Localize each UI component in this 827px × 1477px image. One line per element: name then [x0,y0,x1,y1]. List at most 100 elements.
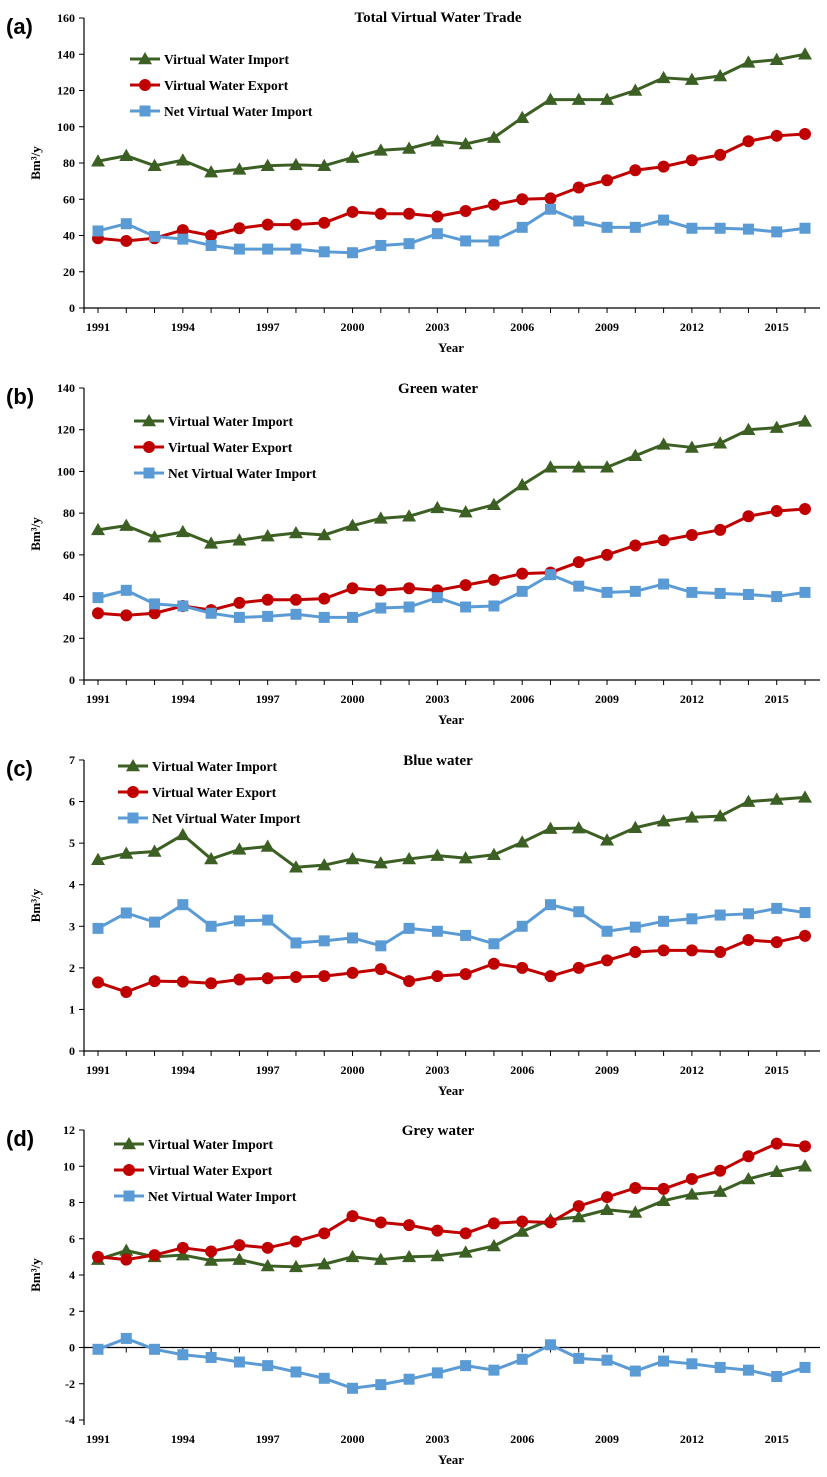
data-point [175,827,190,841]
data-point [176,224,189,237]
legend-label: Virtual Water Export [168,440,293,455]
data-point [544,569,556,581]
y-tick-label: -2 [65,1377,75,1391]
legend-marker [142,414,156,427]
data-point [798,47,812,60]
x-tick-label: 2000 [341,1432,365,1446]
data-point [318,1227,331,1240]
legend-label: Net Virtual Water Import [164,104,313,119]
data-point [486,497,501,511]
legend-marker [123,1190,135,1202]
data-point [798,790,812,803]
chart-title: Blue water [403,753,473,769]
legend-marker [127,786,139,798]
y-tick-label: 4 [69,1268,75,1282]
data-point [488,938,500,950]
data-point [798,1159,812,1172]
legend-label: Virtual Water Import [148,1137,273,1152]
data-point [233,915,245,927]
data-point [233,1356,245,1368]
data-point [91,852,105,866]
data-point [458,1245,473,1258]
data-point [175,524,190,538]
data-point [260,158,275,171]
data-point [233,243,245,255]
data-point [318,1372,330,1384]
data-point [347,611,359,623]
y-tick-label: 20 [63,631,75,645]
x-tick-label: 2012 [680,1063,704,1077]
x-tick-label: 1991 [86,1432,110,1446]
data-point [799,128,811,140]
data-point [656,70,671,84]
data-point [629,1365,641,1377]
data-point [403,1219,416,1232]
data-point [516,585,528,597]
data-point [204,1253,219,1266]
data-point [458,505,473,518]
y-tick-label: 2 [69,961,75,975]
data-point [629,221,641,233]
series-line [97,1336,806,1390]
x-tick-label: 1991 [86,1063,110,1077]
data-point [629,1182,642,1194]
y-tick-label: 160 [57,11,75,25]
series-virtual-water-import [91,414,812,549]
data-point [176,1241,189,1254]
chart-title: Green water [398,381,478,397]
data-point [91,522,105,536]
data-point [742,934,755,947]
data-point [403,582,416,595]
data-point [742,1150,755,1163]
data-point [204,536,219,549]
legend-entry: Virtual Water Import [118,759,277,774]
legend-marker [127,812,139,824]
y-tick-label: 20 [63,265,75,279]
data-point [658,1355,670,1367]
data-point [233,222,246,235]
data-point [175,153,190,166]
data-point [516,567,529,580]
data-point [431,970,444,983]
data-point [318,592,331,605]
data-point [714,946,727,959]
data-point [289,971,302,984]
data-point [799,222,811,234]
data-point [459,968,472,981]
data-point [205,1245,218,1258]
y-tick-label: 4 [69,878,75,892]
data-point [544,899,556,911]
data-point [573,580,585,592]
legend-label: Virtual Water Export [148,1163,273,1178]
y-tick-label: 80 [63,156,75,170]
data-point [769,792,784,805]
data-point [261,972,274,985]
data-point [149,1343,161,1355]
data-point [233,973,246,986]
data-point [431,592,443,604]
x-tick-label: 1997 [256,692,280,706]
data-point [516,961,529,974]
data-point [261,593,274,606]
data-point [147,530,162,543]
data-point [769,52,784,65]
data-point [403,601,415,613]
data-point [205,239,217,251]
x-tick-label: 2006 [510,320,534,334]
x-axis-label: Year [438,340,464,355]
data-point [288,525,303,539]
data-point [260,839,275,852]
data-point [119,518,134,531]
data-point [92,225,104,237]
data-point [260,529,275,542]
x-tick-label: 2009 [595,1063,619,1077]
data-point [430,1248,445,1262]
series-line [97,903,806,948]
data-point [402,1249,417,1263]
data-point [658,214,670,226]
data-point [686,913,698,925]
x-tick-label: 2003 [425,692,449,706]
series-net-virtual-water-import [92,1332,811,1394]
data-point [347,932,359,944]
series-line [97,934,806,994]
